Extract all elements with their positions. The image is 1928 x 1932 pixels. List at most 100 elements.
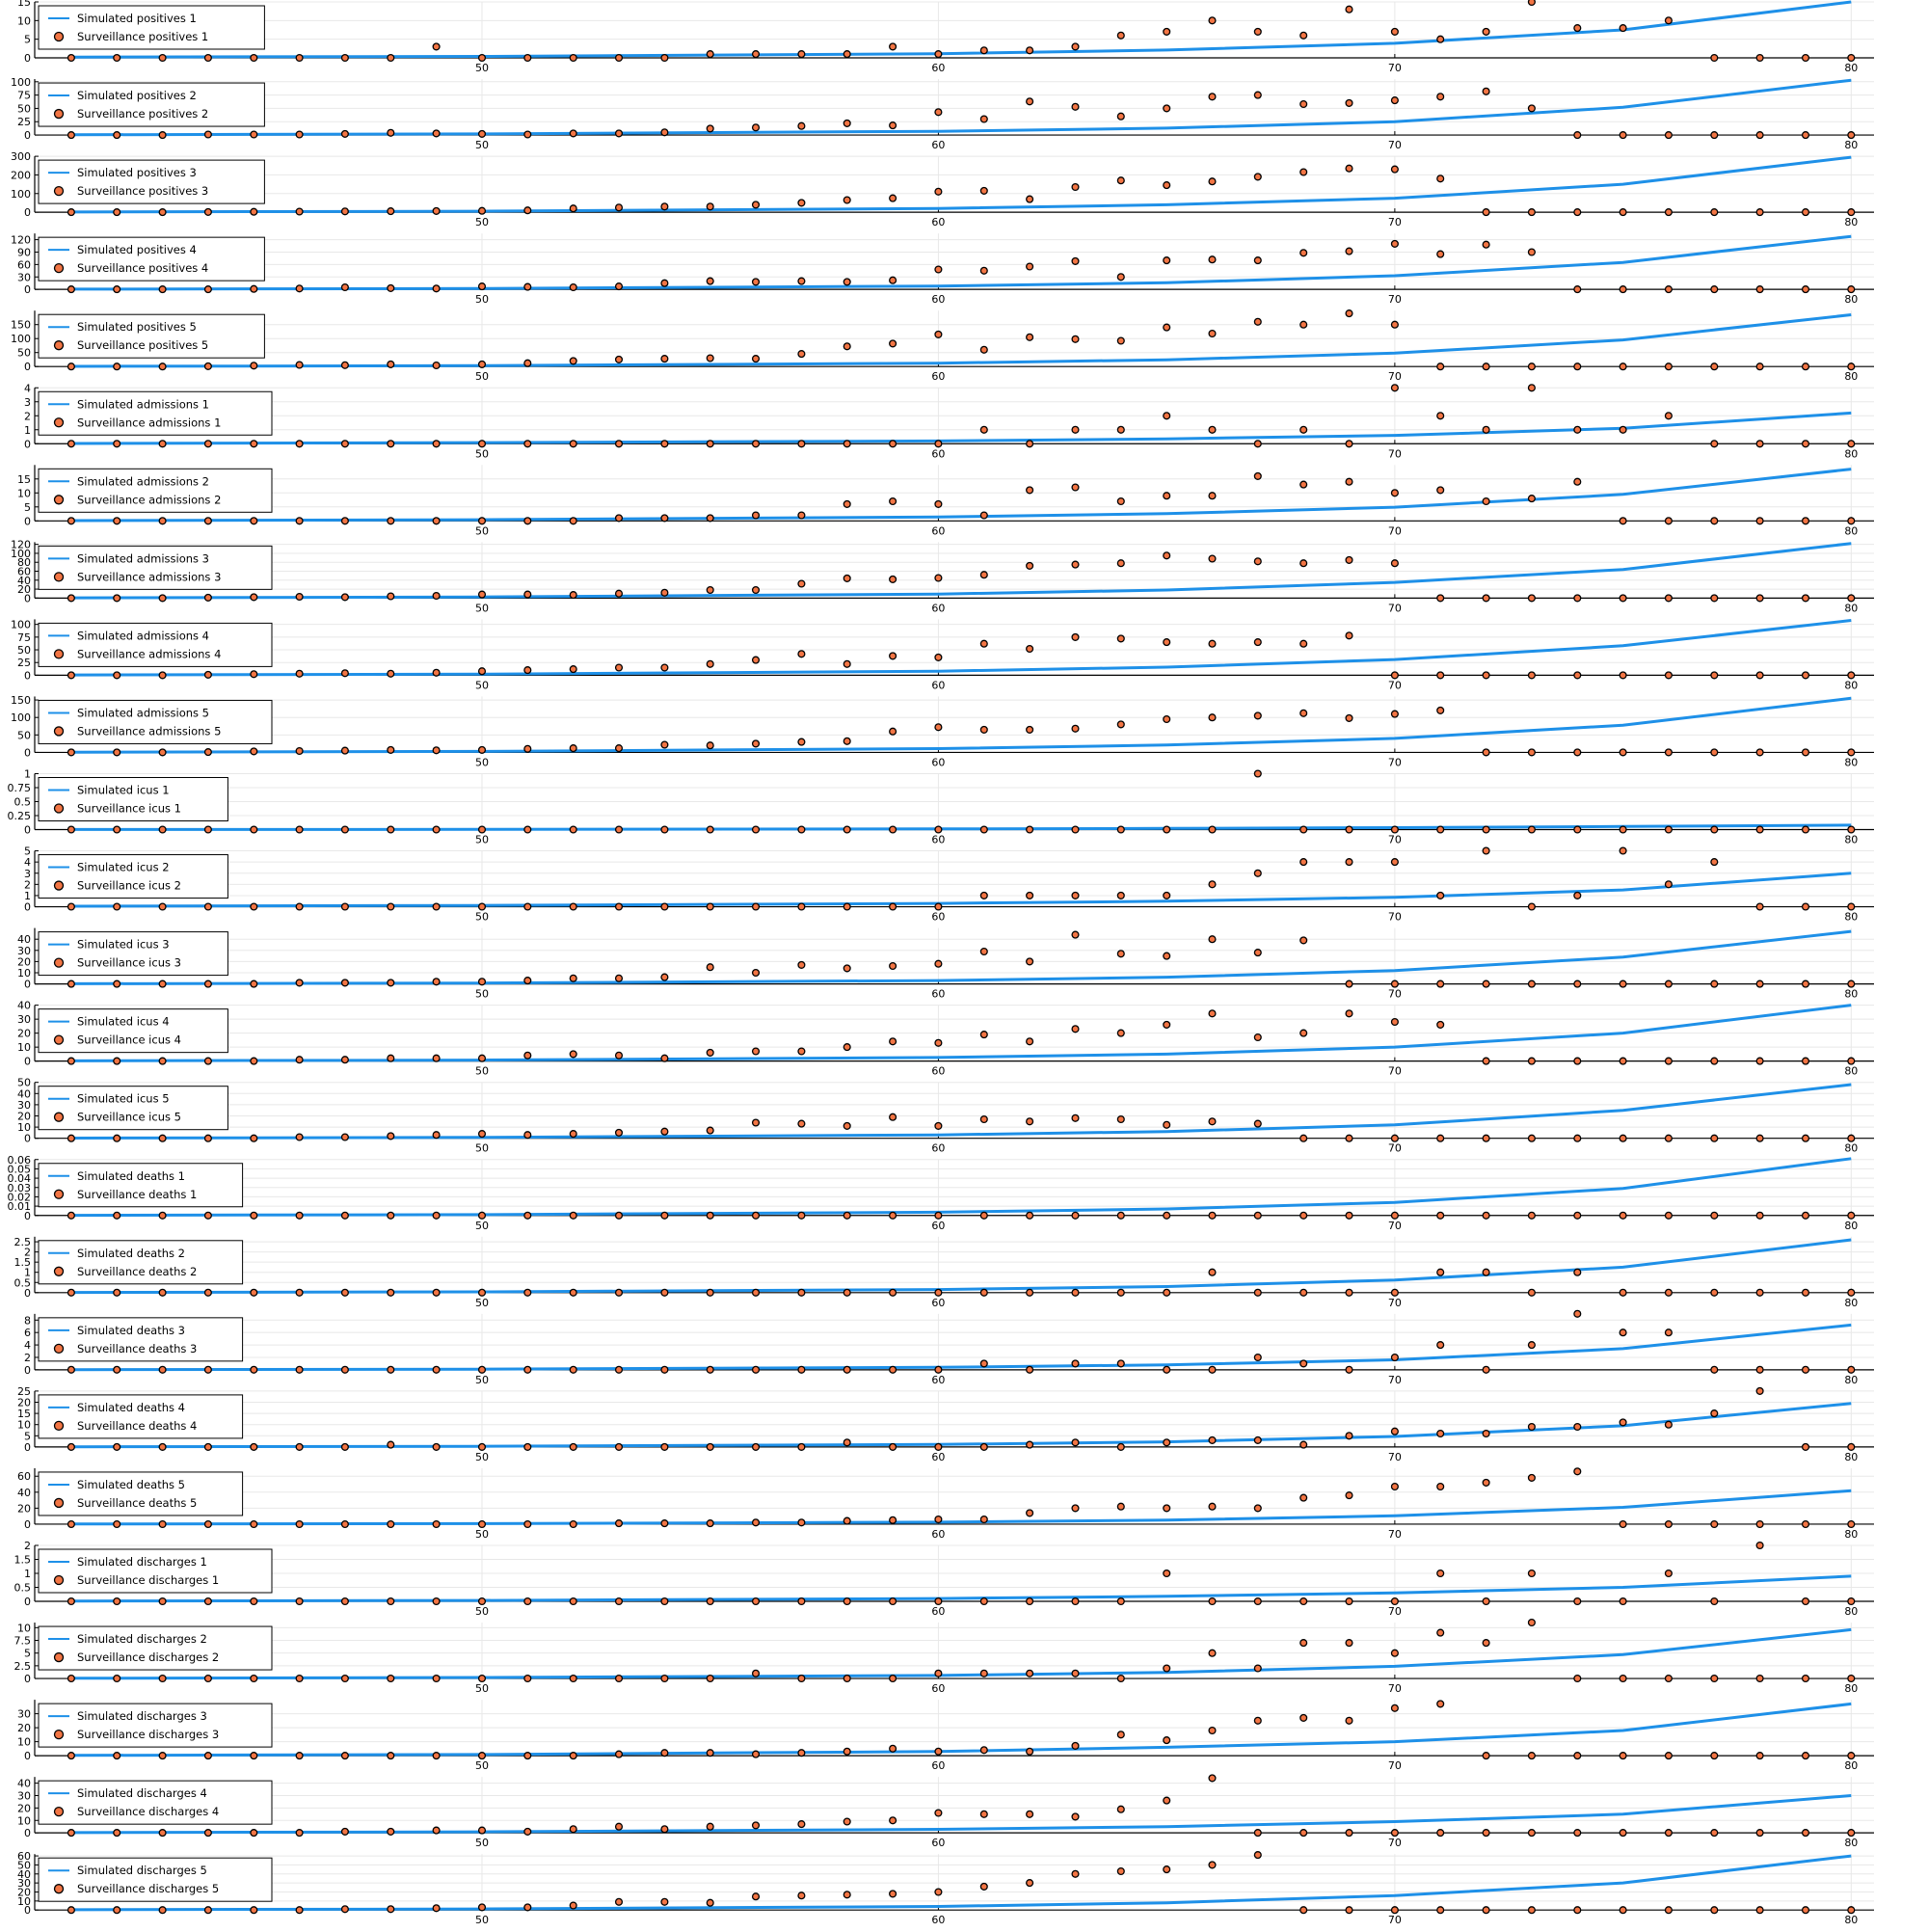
simulated-line <box>70 823 1852 831</box>
legend-marker-swatch <box>53 726 65 737</box>
surveillance-point <box>432 1597 441 1606</box>
surveillance-point <box>432 206 441 215</box>
surveillance-point <box>432 1054 441 1062</box>
surveillance-point <box>1253 1211 1262 1220</box>
surveillance-point <box>1163 825 1171 834</box>
surveillance-point <box>1847 1057 1856 1065</box>
legend-label: Surveillance admissions 2 <box>77 493 221 506</box>
legend-label: Surveillance positives 1 <box>77 30 208 43</box>
surveillance-point <box>1527 495 1536 503</box>
surveillance-point <box>1163 952 1171 960</box>
legend-marker-swatch <box>53 1034 65 1045</box>
surveillance-point <box>1163 104 1171 113</box>
surveillance-point <box>660 1127 669 1136</box>
surveillance-point <box>1026 1810 1034 1818</box>
surveillance-point <box>1026 1879 1034 1888</box>
surveillance-point <box>1482 846 1490 855</box>
surveillance-point <box>1116 1029 1125 1037</box>
surveillance-point <box>1619 1906 1627 1915</box>
surveillance-point <box>1664 1420 1673 1429</box>
surveillance-point <box>843 50 851 59</box>
surveillance-point <box>1390 1906 1399 1915</box>
surveillance-point <box>1026 440 1034 448</box>
surveillance-point <box>203 207 212 216</box>
surveillance-point <box>1755 825 1764 834</box>
surveillance-point <box>295 1519 304 1529</box>
surveillance-point <box>1026 1440 1034 1449</box>
simulated-line <box>70 619 1852 677</box>
surveillance-point <box>660 663 669 672</box>
surveillance-point <box>569 591 577 600</box>
surveillance-point <box>1026 561 1034 570</box>
surveillance-point <box>706 124 714 133</box>
surveillance-point <box>1527 384 1536 392</box>
legend-box <box>38 1317 244 1362</box>
surveillance-point <box>1527 825 1536 834</box>
surveillance-point <box>1755 979 1764 988</box>
y-tick-label: 20 <box>17 1722 31 1734</box>
surveillance-point <box>1390 239 1399 248</box>
surveillance-point <box>67 1829 75 1838</box>
surveillance-point <box>1116 1731 1125 1739</box>
surveillance-point <box>1573 671 1582 680</box>
surveillance-point <box>1619 846 1627 855</box>
surveillance-point <box>67 748 75 757</box>
surveillance-point <box>387 1827 395 1836</box>
surveillance-point <box>1847 594 1856 603</box>
surveillance-point <box>1026 1669 1034 1677</box>
surveillance-point <box>1345 979 1353 988</box>
surveillance-point <box>1345 247 1353 255</box>
surveillance-point <box>432 440 441 448</box>
y-tick-label: 0 <box>24 1827 31 1839</box>
surveillance-point <box>158 285 167 294</box>
surveillance-point <box>203 1674 212 1683</box>
surveillance-point <box>387 592 395 601</box>
surveillance-point <box>1116 1114 1125 1124</box>
x-tick-label: 50 <box>475 1297 489 1309</box>
y-tick-label: 5 <box>24 1648 31 1660</box>
surveillance-point <box>889 902 897 911</box>
surveillance-point <box>660 53 669 63</box>
surveillance-point <box>1664 1211 1673 1220</box>
y-tick-label: 120 <box>11 539 31 551</box>
surveillance-point <box>1619 1288 1627 1297</box>
surveillance-point <box>1299 425 1308 434</box>
legend-label: Simulated positives 4 <box>77 243 197 256</box>
surveillance-point <box>979 1597 988 1606</box>
surveillance-point <box>250 1442 258 1451</box>
surveillance-point <box>113 1674 121 1683</box>
surveillance-point <box>706 741 714 750</box>
surveillance-point <box>934 1288 943 1297</box>
surveillance-point <box>203 1211 212 1220</box>
surveillance-point <box>1026 1509 1034 1517</box>
surveillance-point <box>523 206 532 215</box>
surveillance-point <box>934 265 943 274</box>
surveillance-point <box>979 1746 988 1755</box>
x-tick-label: 70 <box>1388 139 1402 151</box>
y-tick-label: 10 <box>17 1622 31 1634</box>
legend-label: Simulated discharges 3 <box>77 1709 207 1723</box>
y-tick-label: 10 <box>17 487 31 499</box>
legend-marker-swatch <box>53 185 65 197</box>
simulated-line <box>70 78 1852 137</box>
y-tick-label: 0 <box>24 824 31 837</box>
surveillance-point <box>660 1597 669 1606</box>
legend-marker-swatch <box>53 1574 65 1586</box>
surveillance-point <box>250 517 258 525</box>
surveillance-point <box>1071 724 1080 733</box>
surveillance-point <box>1345 631 1353 640</box>
surveillance-point <box>660 740 669 749</box>
surveillance-point <box>250 747 258 756</box>
surveillance-point <box>477 1597 487 1606</box>
surveillance-point <box>569 1211 577 1220</box>
surveillance-point <box>477 53 487 63</box>
y-tick-label: 75 <box>17 90 31 102</box>
x-tick-label: 50 <box>475 62 489 74</box>
surveillance-point <box>1208 1009 1217 1018</box>
surveillance-point <box>1026 1037 1034 1046</box>
surveillance-point <box>1390 96 1399 105</box>
surveillance-point <box>1847 748 1856 757</box>
surveillance-point <box>295 1056 304 1064</box>
surveillance-point <box>1436 671 1445 680</box>
